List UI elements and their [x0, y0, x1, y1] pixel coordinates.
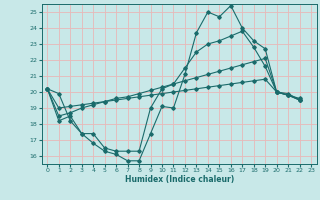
X-axis label: Humidex (Indice chaleur): Humidex (Indice chaleur)	[124, 175, 234, 184]
